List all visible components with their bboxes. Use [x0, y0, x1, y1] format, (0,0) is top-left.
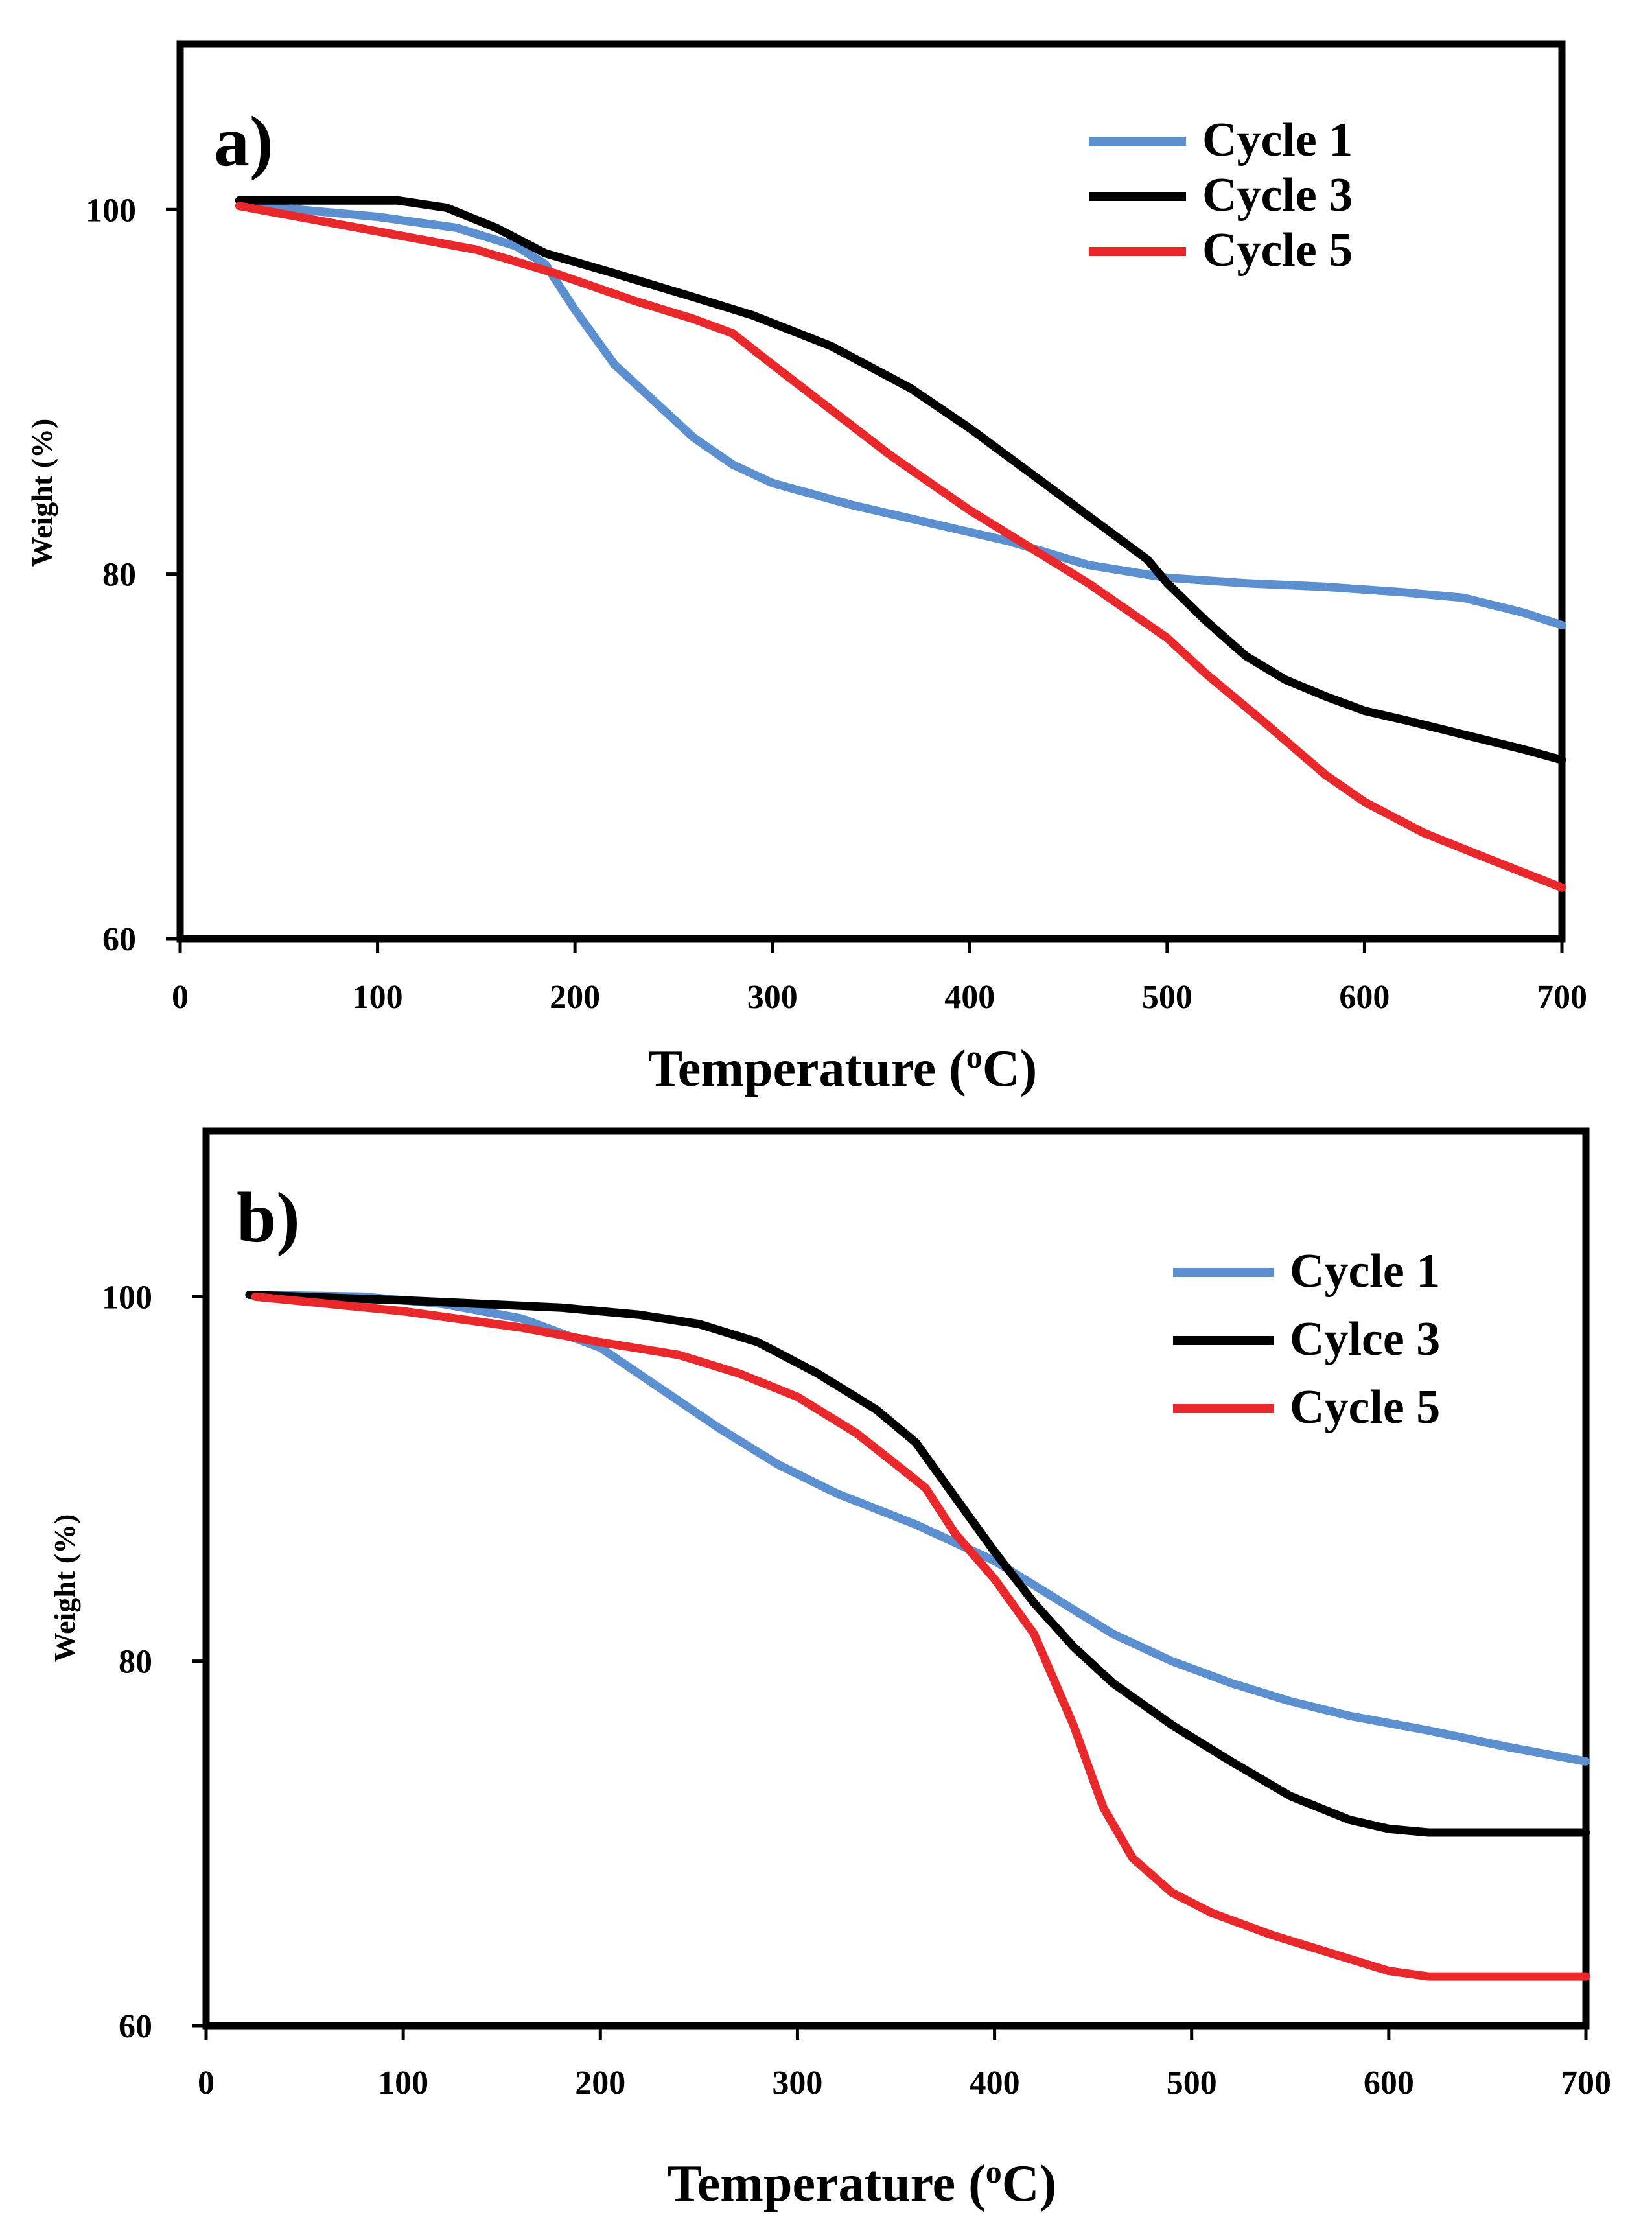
series-line-cycle-1	[235, 202, 1566, 629]
chart-panel-b: 0 100 200 300 400 500 600 700 60 80 100 Temperature…	[48, 1127, 1611, 2212]
legend-label: Cycle 1	[1202, 113, 1353, 167]
x-tick-label: 200	[550, 979, 600, 1016]
x-tick-label: 0	[172, 979, 189, 1016]
legend-label: Cycle 3	[1202, 169, 1353, 222]
y-tick-label: 60	[102, 921, 136, 958]
legend-label: Cycle 5	[1290, 1381, 1440, 1434]
y-tick-label: 80	[119, 1644, 152, 1681]
panel-label: a)	[214, 102, 273, 181]
legend-label: Cycle 1	[1290, 1245, 1440, 1298]
panel-label: b)	[237, 1178, 300, 1257]
x-tick-label: 600	[1339, 979, 1390, 1016]
legend-label: Cycle 5	[1202, 224, 1353, 277]
x-tick-label: 100	[353, 979, 403, 1016]
x-tick-label: 100	[378, 2065, 428, 2102]
series-line-cycle-5	[235, 202, 1566, 892]
x-tick-label: 600	[1364, 2065, 1414, 2102]
y-tick-label: 60	[119, 2008, 152, 2045]
x-tick-label: 700	[1561, 2065, 1611, 2102]
x-axis-title: Temperature (oC)	[648, 1038, 1037, 1097]
x-tick-label: 700	[1537, 979, 1587, 1016]
series-line-cycle-3	[235, 196, 1566, 764]
x-tick-label: 200	[575, 2065, 625, 2102]
series-line-cycle-5	[251, 1292, 1590, 1981]
x-tick-label: 300	[772, 2065, 822, 2102]
y-axis-title: Weight (%)	[48, 1514, 81, 1663]
series-line-cylce-3	[245, 1291, 1590, 1837]
series-line-cycle-1	[251, 1291, 1590, 1766]
x-tick-label: 0	[198, 2065, 215, 2102]
legend-label: Cylce 3	[1290, 1313, 1440, 1366]
x-tick-label: 400	[970, 2065, 1020, 2102]
x-tick-label: 400	[944, 979, 995, 1016]
y-tick-label: 100	[86, 192, 136, 229]
x-tick-label: 300	[747, 979, 798, 1016]
y-tick-label: 100	[102, 1279, 152, 1316]
plot-frame	[202, 1127, 1590, 2030]
chart-panel-a: 0 100 200 300 400 500 600 700 60 80 100 Temperature…	[25, 40, 1587, 1097]
y-axis-title: Weight (%)	[25, 419, 58, 567]
x-tick-label: 500	[1142, 979, 1192, 1016]
x-tick-label: 500	[1167, 2065, 1217, 2102]
y-tick-label: 80	[102, 557, 136, 594]
plot-frame	[176, 40, 1566, 943]
x-axis-title: Temperature (oC)	[668, 2153, 1056, 2212]
